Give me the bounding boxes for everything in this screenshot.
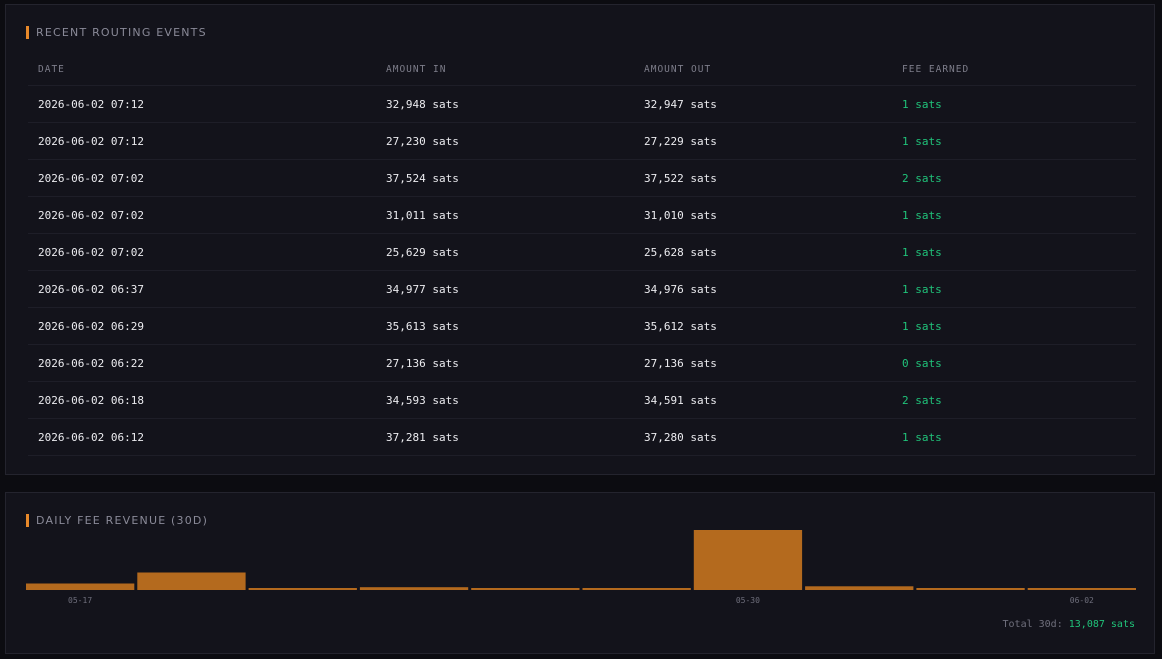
x-tick-label: 06-02 [1070, 596, 1094, 605]
bar [471, 588, 580, 590]
cell-date: 2026-06-02 07:02 [38, 209, 144, 222]
x-tick-label: 05-17 [68, 596, 92, 605]
daily-fee-revenue-chart: 05-17 05-30 06-02 [26, 530, 1136, 605]
cell-fee-earned: 1 sats [902, 283, 942, 296]
cell-amount-out: 37,280 sats [644, 431, 717, 444]
cell-amount-out: 35,612 sats [644, 320, 717, 333]
cell-amount-out: 31,010 sats [644, 209, 717, 222]
cell-date: 2026-06-02 06:37 [38, 283, 144, 296]
bar [1027, 588, 1136, 590]
cell-amount-out: 37,522 sats [644, 172, 717, 185]
cell-amount-in: 34,593 sats [386, 394, 459, 407]
bar [805, 586, 914, 590]
bar [693, 530, 803, 590]
cell-fee-earned: 1 sats [902, 431, 942, 444]
daily-fee-revenue-panel: DAILY FEE REVENUE (30D) 05-17 05-30 06-02 … [5, 492, 1155, 654]
cell-amount-out: 32,947 sats [644, 98, 717, 111]
daily-fee-revenue-title: DAILY FEE REVENUE (30D) [26, 514, 208, 527]
table-row: 2026-06-02 07:02 37,524 sats 37,522 sats 2 … [28, 160, 1136, 197]
total-30d: Total 30d: 13,087 sats [1003, 619, 1135, 630]
column-header-amount-in: AMOUNT IN [386, 64, 447, 75]
table-row: 2026-06-02 07:02 31,011 sats 31,010 sats 1 … [28, 197, 1136, 234]
cell-amount-in: 31,011 sats [386, 209, 459, 222]
cell-date: 2026-06-02 06:22 [38, 357, 144, 370]
bar [248, 588, 357, 590]
cell-amount-in: 35,613 sats [386, 320, 459, 333]
column-header-fee-earned: FEE EARNED [902, 64, 970, 75]
cell-amount-in: 37,281 sats [386, 431, 459, 444]
cell-amount-in: 27,230 sats [386, 135, 459, 148]
cell-fee-earned: 1 sats [902, 135, 942, 148]
routing-events-table: DATE AMOUNT IN AMOUNT OUT FEE EARNED 202… [28, 63, 1136, 456]
cell-fee-earned: 1 sats [902, 98, 942, 111]
table-row: 2026-06-02 06:22 27,136 sats 27,136 sats 0 … [28, 345, 1136, 382]
cell-amount-out: 25,628 sats [644, 246, 717, 259]
total-30d-label: Total 30d: [1002, 619, 1063, 630]
cell-date: 2026-06-02 06:18 [38, 394, 144, 407]
routing-events-panel: RECENT ROUTING EVENTS DATE AMOUNT IN AMO… [5, 4, 1155, 475]
table-row: 2026-06-02 06:29 35,613 sats 35,612 sats 1 … [28, 308, 1136, 345]
cell-amount-out: 34,591 sats [644, 394, 717, 407]
cell-amount-out: 27,136 sats [644, 357, 717, 370]
cell-fee-earned: 0 sats [902, 357, 942, 370]
table-header-row: DATE AMOUNT IN AMOUNT OUT FEE EARNED [28, 63, 1136, 86]
total-30d-value: 13,087 sats [1068, 619, 1135, 630]
table-row: 2026-06-02 06:37 34,977 sats 34,976 sats 1 … [28, 271, 1136, 308]
cell-amount-out: 34,976 sats [644, 283, 717, 296]
cell-date: 2026-06-02 07:12 [38, 135, 144, 148]
column-header-date: DATE [38, 64, 65, 75]
table-row: 2026-06-02 06:18 34,593 sats 34,591 sats 2 … [28, 382, 1136, 419]
cell-fee-earned: 1 sats [902, 209, 942, 222]
table-row: 2026-06-02 07:12 27,230 sats 27,229 sats 1 … [28, 123, 1136, 160]
column-header-amount-out: AMOUNT OUT [644, 64, 712, 75]
bar [359, 587, 469, 590]
routing-events-title: RECENT ROUTING EVENTS [26, 26, 207, 39]
bar [582, 588, 691, 590]
table-row: 2026-06-02 06:12 37,281 sats 37,280 sats 1 … [28, 419, 1136, 456]
cell-amount-in: 27,136 sats [386, 357, 459, 370]
cell-date: 2026-06-02 07:02 [38, 246, 144, 259]
cell-date: 2026-06-02 07:12 [38, 98, 144, 111]
table-row: 2026-06-02 07:02 25,629 sats 25,628 sats 1 … [28, 234, 1136, 271]
cell-date: 2026-06-02 06:12 [38, 431, 144, 444]
cell-fee-earned: 2 sats [902, 394, 942, 407]
cell-date: 2026-06-02 06:29 [38, 320, 144, 333]
x-tick-label: 05-30 [736, 596, 760, 605]
cell-amount-in: 32,948 sats [386, 98, 459, 111]
cell-amount-in: 34,977 sats [386, 283, 459, 296]
bar [26, 583, 135, 590]
cell-fee-earned: 1 sats [902, 320, 942, 333]
cell-amount-in: 25,629 sats [386, 246, 459, 259]
cell-amount-out: 27,229 sats [644, 135, 717, 148]
bar [137, 572, 246, 590]
cell-fee-earned: 2 sats [902, 172, 942, 185]
table-row: 2026-06-02 07:12 32,948 sats 32,947 sats 1 … [28, 86, 1136, 123]
cell-fee-earned: 1 sats [902, 246, 942, 259]
cell-amount-in: 37,524 sats [386, 172, 459, 185]
cell-date: 2026-06-02 07:02 [38, 172, 144, 185]
bar [916, 588, 1025, 590]
